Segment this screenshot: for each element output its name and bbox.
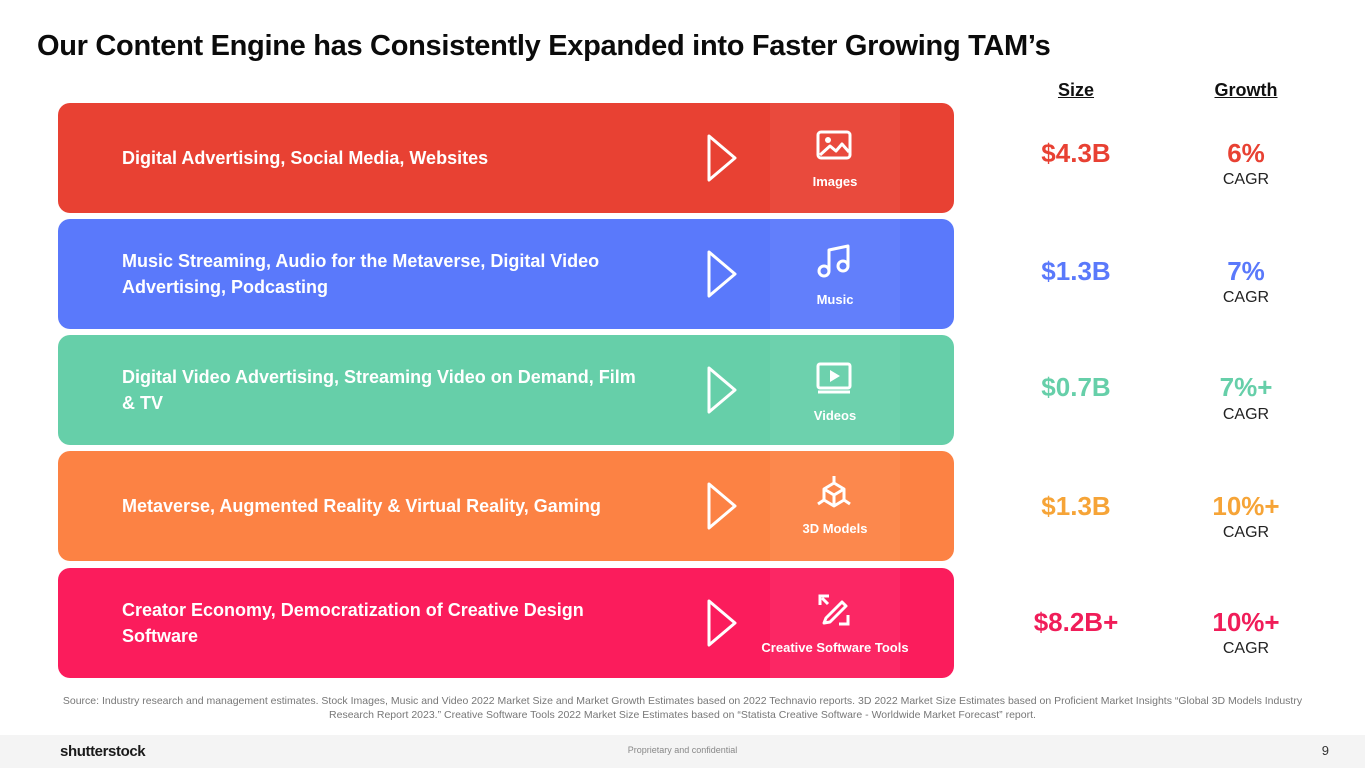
cube-3d-icon — [817, 476, 851, 508]
play-arrow-icon — [707, 599, 737, 647]
play-arrow-icon — [707, 366, 737, 414]
confidential-notice: Proprietary and confidential — [627, 745, 738, 755]
category-label: Images — [812, 174, 858, 189]
size-value: $1.3B — [1041, 491, 1111, 521]
play-arrow-icon — [707, 482, 737, 530]
video-play-icon — [816, 362, 852, 394]
market-row-images: Digital Advertising, Social Media, Websi… — [58, 103, 954, 213]
growth-value: 7% — [1227, 256, 1265, 286]
market-row-3d-models: Metaverse, Augmented Reality & Virtual R… — [58, 451, 954, 561]
size-value: $8.2B+ — [1033, 607, 1119, 637]
growth-value: 10%+ — [1212, 607, 1280, 637]
category-label: 3D Models — [802, 521, 868, 536]
growth-value: 7%+ — [1219, 372, 1273, 402]
music-note-icon — [817, 244, 850, 278]
growth-unit: CAGR — [1222, 171, 1270, 188]
market-row-music: Music Streaming, Audio for the Metaverse… — [58, 219, 954, 329]
size-column-header: Size — [1057, 80, 1095, 100]
size-value: $0.7B — [1041, 372, 1111, 402]
market-description: Creator Economy, Democratization of Crea… — [122, 600, 584, 646]
market-description: Music Streaming, Audio for the Metaverse… — [122, 251, 600, 297]
category-panel — [770, 568, 900, 678]
growth-unit: CAGR — [1222, 289, 1270, 306]
category-label: Creative Software Tools — [761, 640, 909, 655]
page-number: 9 — [1321, 743, 1329, 758]
footer-bar: shutterstock Proprietary and confidentia… — [0, 735, 1365, 768]
growth-unit: CAGR — [1222, 640, 1270, 657]
growth-unit: CAGR — [1222, 524, 1270, 541]
page-title: Our Content Engine has Consistently Expa… — [37, 30, 1051, 62]
category-label: Videos — [813, 408, 857, 423]
size-value: $4.3B — [1041, 138, 1111, 168]
growth-unit: CAGR — [1222, 406, 1270, 423]
market-row-videos: Digital Video Advertising, Streaming Vid… — [58, 335, 954, 445]
source-footnote: Source: Industry research and management… — [62, 695, 1303, 721]
market-description: Digital Video Advertising, Streaming Vid… — [122, 367, 636, 413]
category-label: Music — [816, 292, 854, 307]
design-tool-icon — [818, 594, 850, 626]
growth-value: 10%+ — [1212, 491, 1280, 521]
image-icon — [816, 130, 852, 160]
growth-value: 6% — [1227, 138, 1265, 168]
market-description: Digital Advertising, Social Media, Websi… — [122, 148, 489, 168]
market-row-creative-software: Creator Economy, Democratization of Crea… — [58, 568, 954, 678]
market-description: Metaverse, Augmented Reality & Virtual R… — [122, 496, 601, 516]
growth-column-header: Growth — [1214, 80, 1278, 100]
play-arrow-icon — [707, 250, 737, 298]
play-arrow-icon — [707, 134, 737, 182]
shutterstock-logo: shutterstock — [60, 743, 146, 760]
category-panel — [770, 335, 900, 445]
category-panel — [770, 219, 900, 329]
size-value: $1.3B — [1041, 256, 1111, 286]
